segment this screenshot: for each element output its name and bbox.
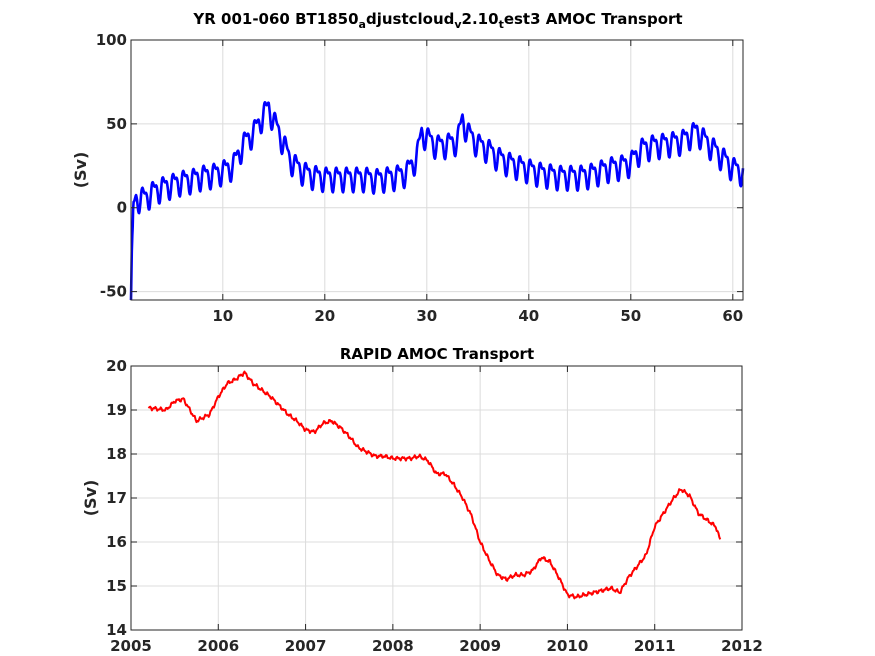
chart-model-amoc: YR 001-060 BT1850adjustcloudv2.10test3 A… xyxy=(71,10,745,325)
y-tick-label: -50 xyxy=(100,283,127,301)
y-tick-label: 16 xyxy=(106,533,127,551)
chart-title-rapid: RAPID AMOC Transport xyxy=(340,345,534,363)
ticks-model: 10 20 30 40 50 60 -50 0 50 100 xyxy=(96,31,744,325)
y-tick-label: 17 xyxy=(106,489,127,507)
y-axis-label-model: (Sv) xyxy=(71,152,90,189)
title-part: est3 AMOC Transport xyxy=(504,10,683,28)
x-tick-label: 2011 xyxy=(634,637,676,655)
title-part: a xyxy=(359,18,366,31)
x-tick-label: 2010 xyxy=(547,637,589,655)
y-tick-label: 100 xyxy=(96,31,127,49)
title-part: YR 001-060 BT1850 xyxy=(192,10,358,28)
series-line xyxy=(147,370,722,600)
chart-rapid-amoc: RAPID AMOC Transport 2005 2006 2007 2008 200… xyxy=(81,345,763,655)
title-part: djustcloud xyxy=(366,10,454,28)
x-tick-label: 2006 xyxy=(197,637,239,655)
y-tick-label: 18 xyxy=(106,445,127,463)
x-tick-label: 50 xyxy=(620,307,641,325)
x-tick-label: 30 xyxy=(416,307,437,325)
plot-area-model xyxy=(130,39,744,301)
x-tick-label: 10 xyxy=(212,307,233,325)
x-tick-label: 2007 xyxy=(285,637,327,655)
y-tick-label: 50 xyxy=(106,115,127,133)
x-tick-label: 60 xyxy=(722,307,743,325)
y-tick-label: 20 xyxy=(106,357,127,375)
x-tick-label: 2005 xyxy=(110,637,152,655)
series-line xyxy=(129,101,745,301)
y-tick-label: 15 xyxy=(106,577,127,595)
y-tick-label: 19 xyxy=(106,401,127,419)
x-tick-label: 2012 xyxy=(721,637,763,655)
y-tick-label: 0 xyxy=(117,199,127,217)
title-part: v xyxy=(454,18,462,31)
x-tick-label: 2009 xyxy=(459,637,501,655)
series-rapid-transport xyxy=(147,370,722,600)
title-part: 2.10 xyxy=(462,10,499,28)
title-part: t xyxy=(499,18,504,31)
chart-title-model: YR 001-060 BT1850adjustcloudv2.10test3 A… xyxy=(192,10,682,31)
series-model-transport xyxy=(129,101,745,301)
x-tick-label: 40 xyxy=(518,307,539,325)
y-axis-label-rapid: (Sv) xyxy=(81,480,100,517)
x-tick-label: 2008 xyxy=(372,637,414,655)
gridlines-rapid xyxy=(131,366,742,630)
y-tick-label: 14 xyxy=(106,621,127,639)
x-tick-label: 20 xyxy=(314,307,335,325)
ticks-rapid: 2005 2006 2007 2008 2009 2010 2011 2012 14 15 16 17… xyxy=(106,357,763,655)
